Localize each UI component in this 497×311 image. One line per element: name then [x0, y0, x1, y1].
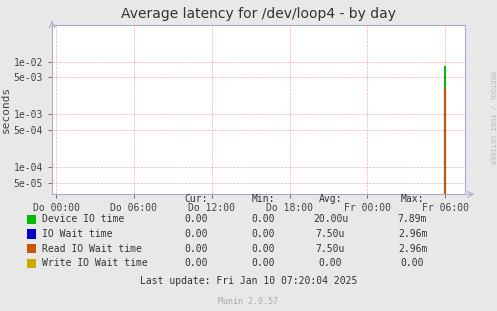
Text: 0.00: 0.00 [251, 229, 275, 239]
Text: 0.00: 0.00 [184, 229, 208, 239]
Y-axis label: seconds: seconds [1, 86, 11, 133]
Text: Write IO Wait time: Write IO Wait time [42, 258, 148, 268]
Text: 0.00: 0.00 [401, 258, 424, 268]
Text: 20.00u: 20.00u [313, 214, 348, 224]
Text: Max:: Max: [401, 194, 424, 204]
Text: 0.00: 0.00 [184, 258, 208, 268]
Text: Avg:: Avg: [319, 194, 342, 204]
Text: 0.00: 0.00 [319, 258, 342, 268]
Text: 0.00: 0.00 [184, 244, 208, 254]
Text: Munin 2.0.57: Munin 2.0.57 [219, 297, 278, 305]
Text: 0.00: 0.00 [184, 214, 208, 224]
Text: Last update: Fri Jan 10 07:20:04 2025: Last update: Fri Jan 10 07:20:04 2025 [140, 276, 357, 286]
Text: IO Wait time: IO Wait time [42, 229, 113, 239]
Text: 7.50u: 7.50u [316, 229, 345, 239]
Text: 0.00: 0.00 [251, 258, 275, 268]
Text: 7.89m: 7.89m [398, 214, 427, 224]
Text: RRDTOOL / TOBI OETIKER: RRDTOOL / TOBI OETIKER [489, 72, 495, 165]
Text: Min:: Min: [251, 194, 275, 204]
Text: Read IO Wait time: Read IO Wait time [42, 244, 142, 254]
Text: 2.96m: 2.96m [398, 229, 427, 239]
Text: 0.00: 0.00 [251, 214, 275, 224]
Text: 0.00: 0.00 [251, 244, 275, 254]
Text: 7.50u: 7.50u [316, 244, 345, 254]
Text: 2.96m: 2.96m [398, 244, 427, 254]
Title: Average latency for /dev/loop4 - by day: Average latency for /dev/loop4 - by day [121, 7, 396, 21]
Text: Device IO time: Device IO time [42, 214, 124, 224]
Text: Cur:: Cur: [184, 194, 208, 204]
